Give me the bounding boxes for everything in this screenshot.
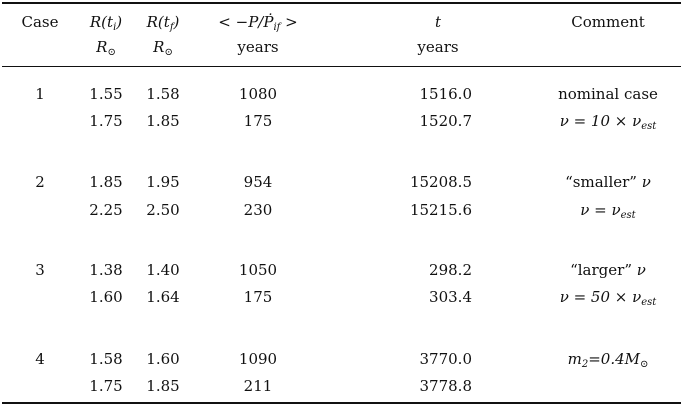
cell-period-timescale: 211 — [243, 377, 273, 395]
header-row: R⊙ R⊙ years years — [0, 36, 683, 58]
cell-time: 1516.0 — [419, 85, 473, 103]
cell-r-final: 1.60 — [146, 350, 180, 368]
cell-case: 2 — [35, 173, 45, 191]
cell-time: 15208.5 — [409, 173, 472, 191]
subscript: ⊙ — [107, 47, 116, 58]
cell-comment: “smaller” ν — [565, 173, 651, 191]
cell-period-timescale: 175 — [243, 288, 273, 306]
cell-time: 303.4 — [429, 288, 472, 306]
bottom-rule — [2, 402, 681, 404]
subscript: f — [169, 22, 174, 33]
cell-period-timescale: 1050 — [238, 261, 278, 279]
cell-r-final: 1.85 — [146, 112, 180, 130]
cell-comment: nominal case — [558, 85, 658, 103]
cell-comment: ν = νest — [580, 201, 636, 221]
subscript: est — [620, 210, 636, 221]
cell-period-timescale: 1080 — [238, 85, 278, 103]
header-r-initial: R(ti) — [89, 13, 123, 33]
header-period-timescale: < −P/Ṗif > — [218, 13, 298, 33]
cell-r-initial: 1.75 — [89, 112, 123, 130]
cell-r-final: 1.58 — [146, 85, 180, 103]
cell-period-timescale: 1090 — [238, 350, 278, 368]
cell-comment: ν = 50 × νest — [559, 288, 657, 308]
subscript: 2 — [581, 359, 589, 370]
subscript: est — [641, 121, 657, 132]
cell-r-final: 1.40 — [146, 261, 180, 279]
cell-case: 4 — [35, 350, 45, 368]
cell-comment: ν = 10 × νest — [559, 112, 657, 132]
cell-r-initial: 1.58 — [89, 350, 123, 368]
table-row: 1 1.55 1.58 1080 1516.0 nominal case — [0, 83, 683, 105]
table-row: 3 1.38 1.40 1050 298.2 “larger” ν — [0, 259, 683, 281]
cell-r-final: 1.85 — [146, 377, 180, 395]
cell-period-timescale: 954 — [243, 173, 273, 191]
cell-time: 298.2 — [429, 261, 472, 279]
table-row: 1.75 1.85 175 1520.7 ν = 10 × νest — [0, 110, 683, 132]
cell-r-initial: 1.75 — [89, 377, 123, 395]
cell-case: 3 — [35, 261, 45, 279]
cell-r-initial: 1.60 — [89, 288, 123, 306]
table-row: 1.60 1.64 175 303.4 ν = 50 × νest — [0, 286, 683, 308]
cell-period-timescale: 175 — [243, 112, 273, 130]
header-time: years — [417, 38, 459, 56]
header-r-initial: R⊙ — [96, 38, 116, 58]
header-time: t — [434, 13, 442, 31]
cell-period-timescale: 230 — [243, 201, 273, 219]
header-r-final: R⊙ — [153, 38, 173, 58]
header-r-final: R(tf) — [146, 13, 180, 33]
subscript: est — [641, 297, 657, 308]
subscript: ⊙ — [164, 47, 173, 58]
table-row: 2 1.85 1.95 954 15208.5 “smaller” ν — [0, 171, 683, 193]
cell-time: 15215.6 — [409, 201, 472, 219]
header-comment: Comment — [571, 13, 645, 31]
header-case: Case — [21, 13, 59, 31]
cell-r-initial: 1.85 — [89, 173, 123, 191]
math-symbol: ν — [636, 261, 646, 279]
header-rule — [2, 66, 681, 67]
cell-time: 3770.0 — [419, 350, 473, 368]
top-rule — [2, 2, 681, 4]
cell-r-final: 2.50 — [146, 201, 180, 219]
subscript: ⊙ — [640, 359, 649, 370]
table-row: 1.75 1.85 211 3778.8 — [0, 375, 683, 397]
subscript: if — [273, 22, 281, 33]
subscript: i — [113, 22, 117, 33]
cell-case: 1 — [35, 85, 45, 103]
header-period-timescale: years — [237, 38, 279, 56]
cell-comment: m2=0.4M⊙ — [567, 350, 649, 370]
math-symbol: ν — [641, 173, 651, 191]
cell-r-final: 1.64 — [146, 288, 180, 306]
cell-comment: “larger” ν — [570, 261, 646, 279]
cell-time: 3778.8 — [419, 377, 473, 395]
cell-r-final: 1.95 — [146, 173, 180, 191]
cell-r-initial: 1.55 — [89, 85, 123, 103]
header-row: Case R(ti) R(tf) < −P/Ṗif > t Comment — [0, 11, 683, 33]
cell-r-initial: 2.25 — [89, 201, 123, 219]
table-row: 2.25 2.50 230 15215.6 ν = νest — [0, 199, 683, 221]
table-row: 4 1.58 1.60 1090 3770.0 m2=0.4M⊙ — [0, 348, 683, 370]
cell-r-initial: 1.38 — [89, 261, 123, 279]
cell-time: 1520.7 — [419, 112, 473, 130]
